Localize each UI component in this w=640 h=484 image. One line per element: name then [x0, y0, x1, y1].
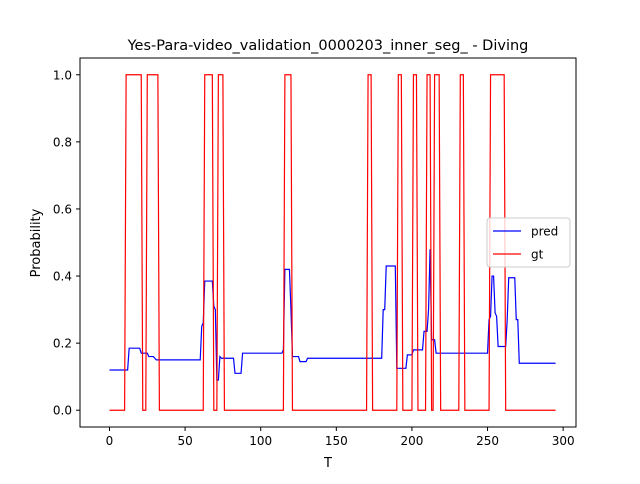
chart-title: Yes-Para-video_validation_0000203_inner_…	[127, 38, 529, 54]
x-tick-label: 300	[552, 434, 575, 448]
y-tick-label: 0.6	[53, 202, 72, 216]
series-line-gt	[109, 74, 556, 411]
x-tick-label: 150	[325, 434, 348, 448]
y-axis-label: Probability	[29, 208, 44, 277]
x-tick-label: 200	[400, 434, 423, 448]
x-tick-label: 250	[476, 434, 499, 448]
legend-box	[486, 217, 571, 268]
y-tick-label: 0.2	[53, 337, 72, 351]
legend-label-gt: gt	[531, 248, 544, 262]
plot-area: 0 50 100 150 200 250 300 0.0 0.2 0.4 0.6 0.8 1.0	[53, 57, 577, 448]
legend: pred gt	[486, 217, 571, 268]
y-tick-label: 1.0	[53, 68, 72, 82]
legend-label-pred: pred	[531, 225, 558, 239]
y-tick-label: 0.8	[53, 135, 72, 149]
x-tick-label: 100	[249, 434, 272, 448]
y-tick-label: 0.0	[53, 404, 72, 418]
axes-frame	[79, 57, 577, 428]
x-tick-label: 50	[177, 434, 192, 448]
x-tick-label: 0	[106, 434, 114, 448]
x-axis-label: T	[323, 456, 332, 471]
y-tick-label: 0.4	[53, 270, 72, 284]
